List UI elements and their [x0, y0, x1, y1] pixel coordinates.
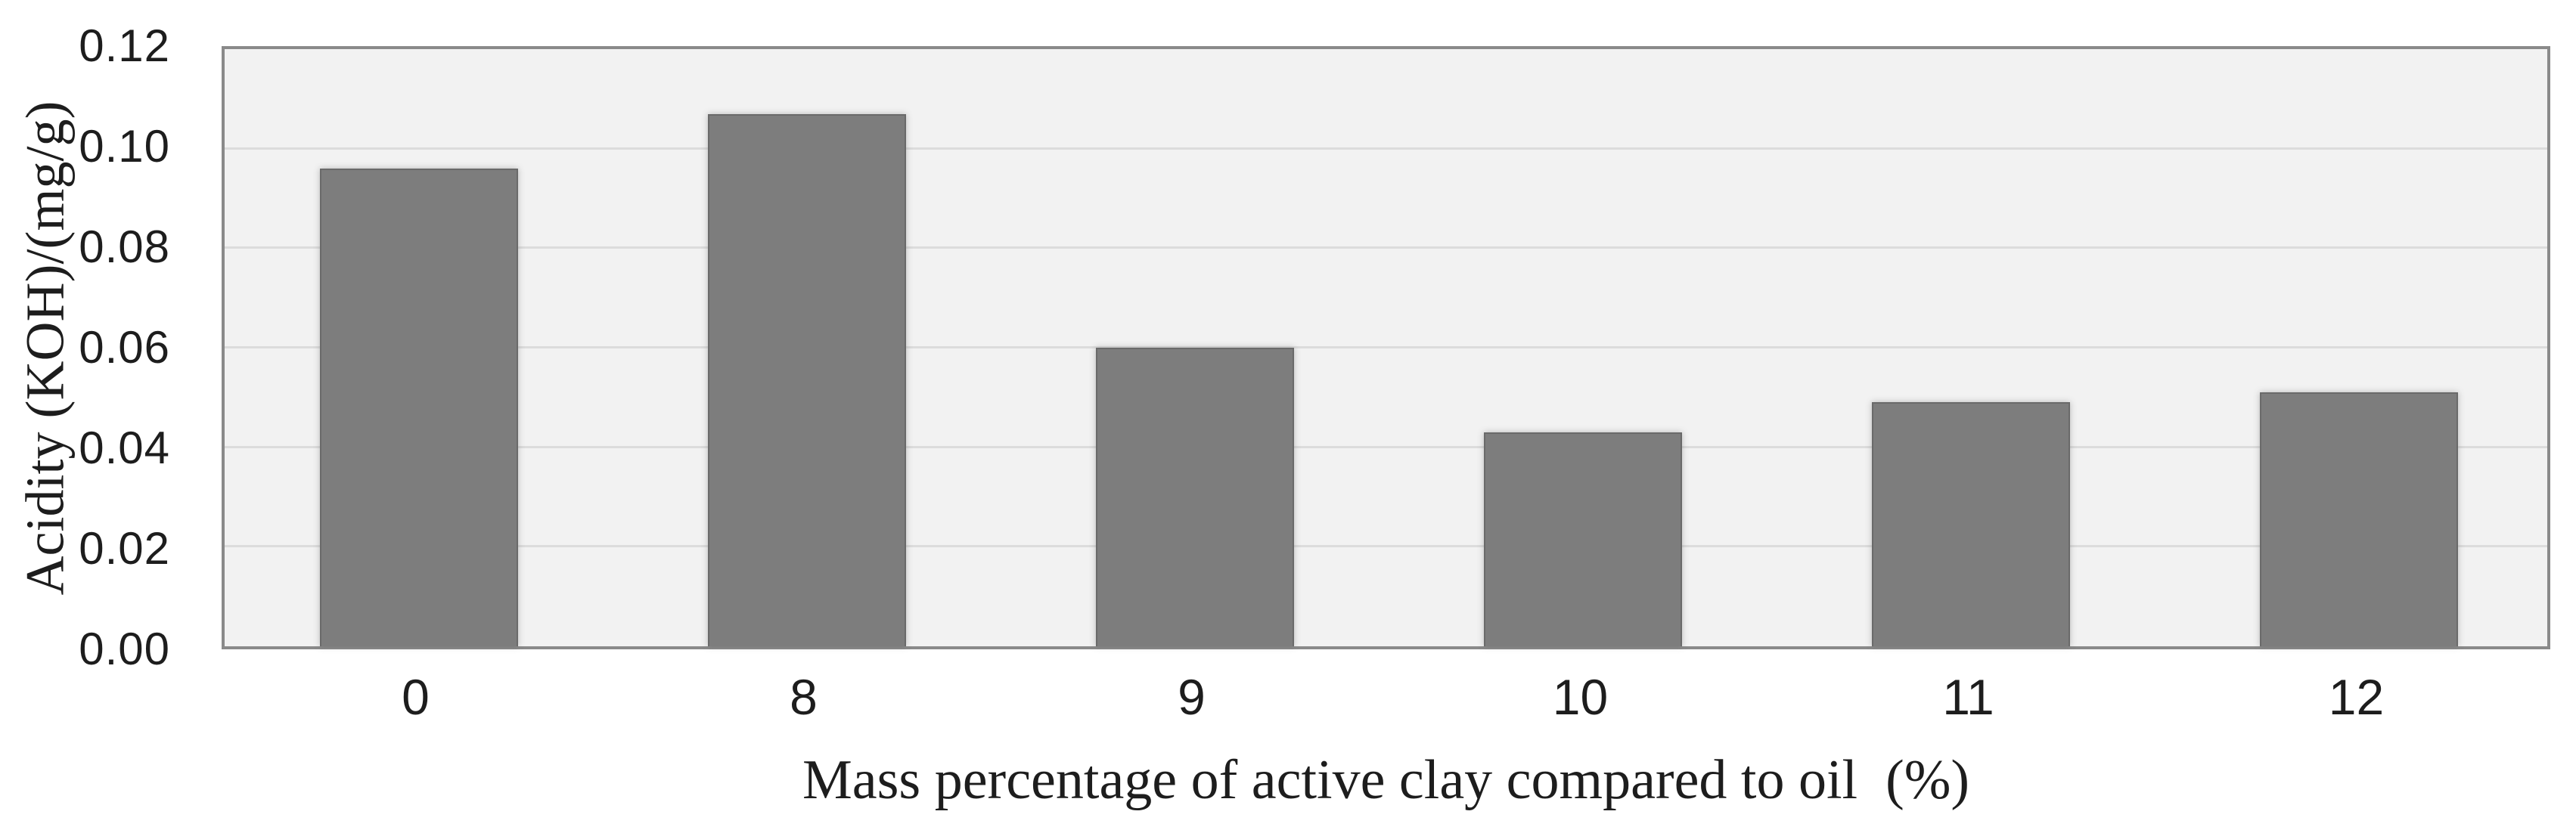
x-tick-label: 10	[1552, 669, 1609, 725]
x-tick-label: 0	[402, 669, 430, 725]
plot-inner	[225, 49, 2547, 646]
y-tick-label: 0.12	[79, 20, 170, 71]
x-tick-label: 12	[2328, 669, 2385, 725]
y-tick-label: 0.00	[79, 624, 170, 674]
x-tick-label: 9	[1178, 669, 1206, 725]
y-tick-label: 0.08	[79, 221, 170, 272]
gridline	[225, 445, 2547, 448]
x-tick-label: 8	[790, 669, 818, 725]
bar-10	[1484, 432, 1682, 646]
gridline	[225, 346, 2547, 348]
gridline	[225, 545, 2547, 548]
y-tick-label: 0.02	[79, 523, 170, 574]
x-axis-title: Mass percentage of active clay compared …	[802, 749, 1970, 811]
x-tick-label: 11	[1942, 669, 1994, 725]
y-tick-label: 0.10	[79, 121, 170, 172]
bar-11	[1872, 402, 2070, 646]
bar-8	[708, 113, 906, 646]
bar-0	[320, 169, 518, 646]
gridline	[225, 147, 2547, 150]
bar-9	[1096, 348, 1294, 646]
y-tick-label: 0.04	[79, 423, 170, 473]
plot-area	[222, 46, 2550, 649]
y-tick-label: 0.06	[79, 322, 170, 373]
x-axis-tick-labels: 0 8 9 10 11 12	[222, 667, 2550, 735]
gridline	[225, 246, 2547, 249]
y-axis-tick-labels: 0.00 0.02 0.04 0.06 0.08 0.10 0.12	[0, 0, 170, 833]
bar-12	[2260, 392, 2458, 646]
